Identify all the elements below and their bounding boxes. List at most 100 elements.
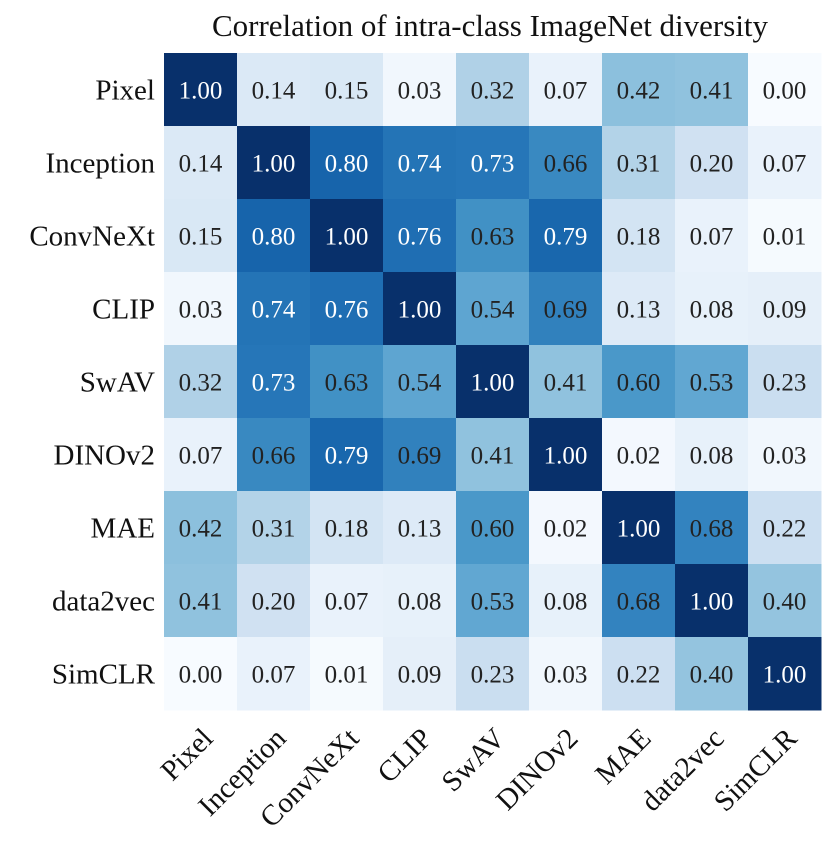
cell-value-label: 0.00: [763, 78, 807, 105]
cell-value-label: 1.00: [544, 443, 588, 470]
column-label-MAE: MAE: [589, 722, 657, 790]
cell-value-label: 1.00: [179, 78, 223, 105]
heatmap-cell-ConvNeXt-data2vec: [675, 199, 749, 273]
cell-value-label: 0.23: [763, 370, 807, 397]
heatmap-cell-Inception-ConvNeXt: [310, 126, 384, 200]
heatmap-cell-MAE-CLIP: [383, 491, 457, 565]
cell-value-label: 0.41: [690, 78, 734, 105]
cell-value-label: 1.00: [763, 662, 807, 689]
heatmap-cell-DINOv2-CLIP: [383, 418, 457, 492]
heatmap-cell-CLIP-data2vec: [675, 272, 749, 346]
heatmap-cell-Inception-MAE: [602, 126, 676, 200]
cell-value-label: 0.69: [544, 297, 588, 324]
cell-value-label: 0.53: [690, 370, 734, 397]
heatmap-cell-MAE-SimCLR: [748, 491, 822, 565]
heatmap-cell-CLIP-MAE: [602, 272, 676, 346]
heatmap-cell-SimCLR-ConvNeXt: [310, 637, 384, 711]
heatmap-cell-Pixel-data2vec: [675, 53, 749, 127]
heatmap-cell-DINOv2-MAE: [602, 418, 676, 492]
heatmap-cell-SimCLR-SwAV: [456, 637, 530, 711]
cell-value-label: 0.73: [471, 151, 515, 178]
heatmap-cell-ConvNeXt-DINOv2: [529, 199, 603, 273]
heatmap-cell-data2vec-ConvNeXt: [310, 564, 384, 638]
row-label-ConvNeXt: ConvNeXt: [29, 221, 155, 253]
heatmap-cell-Inception-Pixel: [164, 126, 238, 200]
heatmap-cell-SimCLR-CLIP: [383, 637, 457, 711]
heatmap-cell-SwAV-ConvNeXt: [310, 345, 384, 419]
heatmap-cell-Inception-SimCLR: [748, 126, 822, 200]
heatmap-cell-CLIP-Pixel: [164, 272, 238, 346]
heatmap-cell-SimCLR-Inception: [237, 637, 311, 711]
heatmap-cell-data2vec-CLIP: [383, 564, 457, 638]
cell-value-label: 0.80: [325, 151, 369, 178]
cell-value-label: 0.79: [544, 224, 588, 251]
cell-value-label: 0.54: [471, 297, 515, 324]
heatmap-cell-MAE-DINOv2: [529, 491, 603, 565]
cell-value-label: 0.66: [544, 151, 588, 178]
heatmap-cell-data2vec-Pixel: [164, 564, 238, 638]
cell-value-label: 0.03: [179, 297, 223, 324]
cell-value-label: 0.74: [252, 297, 296, 324]
cell-value-label: 1.00: [690, 589, 734, 616]
heatmap-cell-SimCLR-DINOv2: [529, 637, 603, 711]
heatmap-cell-DINOv2-SimCLR: [748, 418, 822, 492]
cell-value-label: 1.00: [398, 297, 442, 324]
cell-value-label: 0.08: [690, 297, 734, 324]
heatmap-cell-ConvNeXt-SwAV: [456, 199, 530, 273]
cell-value-label: 1.00: [471, 370, 515, 397]
cell-value-label: 0.60: [617, 370, 661, 397]
heatmap-cell-CLIP-Inception: [237, 272, 311, 346]
cell-value-label: 0.07: [325, 589, 369, 616]
heatmap-cell-data2vec-SwAV: [456, 564, 530, 638]
heatmap-cell-Inception-CLIP: [383, 126, 457, 200]
cell-value-label: 0.18: [617, 224, 661, 251]
heatmap-cell-data2vec-data2vec: [675, 564, 749, 638]
cell-value-label: 0.53: [471, 589, 515, 616]
row-label-Inception: Inception: [45, 148, 155, 180]
column-label-SimCLR: SimCLR: [708, 722, 804, 818]
heatmap-cell-CLIP-DINOv2: [529, 272, 603, 346]
cell-value-label: 0.41: [544, 370, 588, 397]
cell-value-label: 0.02: [617, 443, 661, 470]
heatmap-cell-data2vec-SimCLR: [748, 564, 822, 638]
heatmap-cell-data2vec-MAE: [602, 564, 676, 638]
cell-value-label: 0.41: [471, 443, 515, 470]
cell-value-label: 0.80: [252, 224, 296, 251]
heatmap-cell-data2vec-Inception: [237, 564, 311, 638]
cell-value-label: 0.18: [325, 516, 369, 543]
cell-value-label: 0.01: [763, 224, 807, 251]
row-labels: Pixel Inception ConvNeXt CLIP SwAV DINOv2 MAE d…: [29, 75, 155, 691]
heatmap-cell-SimCLR-SimCLR: [748, 637, 822, 711]
heatmap-cell-Pixel-Inception: [237, 53, 311, 127]
heatmap-cell-DINOv2-Pixel: [164, 418, 238, 492]
heatmap-cell-Pixel-CLIP: [383, 53, 457, 127]
heatmap-cell-SwAV-DINOv2: [529, 345, 603, 419]
heatmap-cell-Pixel-SimCLR: [748, 53, 822, 127]
cell-value-label: 0.09: [398, 662, 442, 689]
heatmap-cell-MAE-ConvNeXt: [310, 491, 384, 565]
heatmap-cell-MAE-data2vec: [675, 491, 749, 565]
cell-value-label: 0.03: [398, 78, 442, 105]
cell-value-label: 0.31: [252, 516, 296, 543]
heatmap-cell-SimCLR-Pixel: [164, 637, 238, 711]
heatmap-cell-ConvNeXt-Inception: [237, 199, 311, 273]
heatmap-cell-Pixel-Pixel: [164, 53, 238, 127]
heatmap-cell-ConvNeXt-CLIP: [383, 199, 457, 273]
row-label-Pixel: Pixel: [95, 75, 155, 107]
cell-value-label: 1.00: [617, 516, 661, 543]
cell-value-label: 0.08: [398, 589, 442, 616]
cell-value-label: 0.68: [690, 516, 734, 543]
heatmap-cell-SwAV-CLIP: [383, 345, 457, 419]
cell-value-label: 0.07: [544, 78, 588, 105]
cell-value-label: 0.14: [179, 151, 223, 178]
cell-value-label: 0.13: [398, 516, 442, 543]
cell-value-label: 0.20: [252, 589, 296, 616]
cell-value-label: 0.03: [544, 662, 588, 689]
heatmap-cell-DINOv2-DINOv2: [529, 418, 603, 492]
heatmap-cell-Inception-data2vec: [675, 126, 749, 200]
heatmap-cell-SwAV-data2vec: [675, 345, 749, 419]
cell-value-label: 0.01: [325, 662, 369, 689]
cell-value-label: 0.74: [398, 151, 442, 178]
cell-value-label: 0.09: [763, 297, 807, 324]
